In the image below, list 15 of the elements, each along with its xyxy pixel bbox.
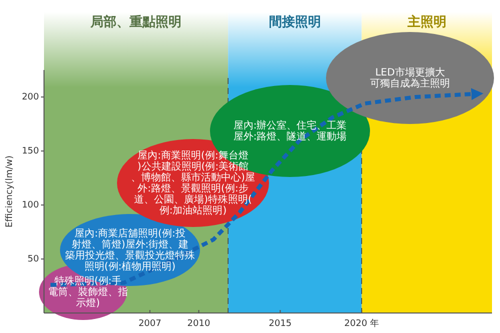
y-tick-label: 100: [22, 200, 40, 210]
band-label: 間接照明: [268, 14, 321, 30]
x-tick-label: 2020 年: [344, 318, 380, 329]
y-axis-title: Efficiency(lm/w): [5, 155, 15, 228]
x-tick-label: 2015: [268, 319, 292, 329]
annotation: LED市場更擴大可獨自成為主照明: [370, 66, 450, 90]
band-label: 局部、重點照明: [90, 14, 182, 30]
x-tick-label: 2010: [187, 319, 210, 329]
annotation: 屋內:辦公室、住宅、工業屋外:路燈、隧道、運動場: [233, 119, 347, 142]
annotation: 屋內:商業店舖照明(例:投射燈、筒燈)屋外:街燈、建築用投光燈、景觀投光燈特殊照明(例:植物用照明): [65, 227, 195, 272]
y-tick-label: 50: [28, 254, 40, 264]
y-tick-label: 200: [22, 92, 40, 102]
band-label: 主照明: [406, 14, 446, 30]
x-tick-label: 2007: [138, 319, 162, 329]
y-tick-label: 150: [22, 146, 40, 156]
